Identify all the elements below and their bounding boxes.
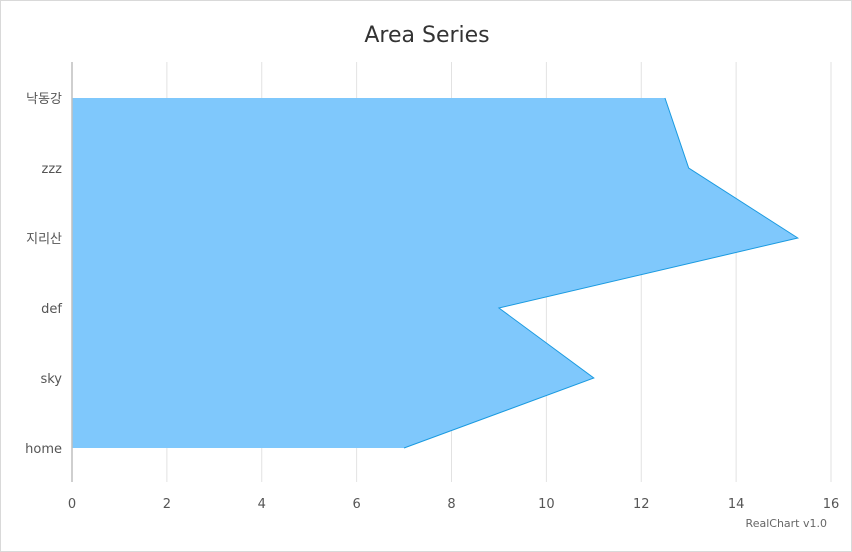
series-layer [72, 97, 800, 449]
x-tick-label: 16 [823, 497, 840, 512]
y-tick-label: sky [40, 372, 62, 387]
axis-layer: 0 2 4 6 8 10 12 14 16 home sky def 지리산 zzz 낙동강 [25, 62, 839, 512]
x-tick-label: 12 [633, 497, 650, 512]
area-line [403, 97, 800, 449]
area-fill [72, 98, 798, 448]
credit-label: RealChart v1.0 [745, 517, 827, 530]
x-tick-label: 14 [728, 497, 745, 512]
x-tick-label: 2 [163, 497, 171, 512]
x-tick-label: 8 [447, 497, 455, 512]
x-tick-label: 10 [538, 497, 555, 512]
y-tick-label: 지리산 [26, 232, 62, 247]
y-tick-label: zzz [42, 162, 63, 177]
x-tick-label: 4 [258, 497, 266, 512]
y-tick-label: def [41, 302, 62, 317]
y-tick-label: 낙동강 [26, 92, 62, 107]
y-tick-label: home [25, 442, 62, 457]
chart-title: Area Series [364, 23, 490, 48]
x-tick-label: 0 [68, 497, 76, 512]
x-tick-label: 6 [352, 497, 360, 512]
